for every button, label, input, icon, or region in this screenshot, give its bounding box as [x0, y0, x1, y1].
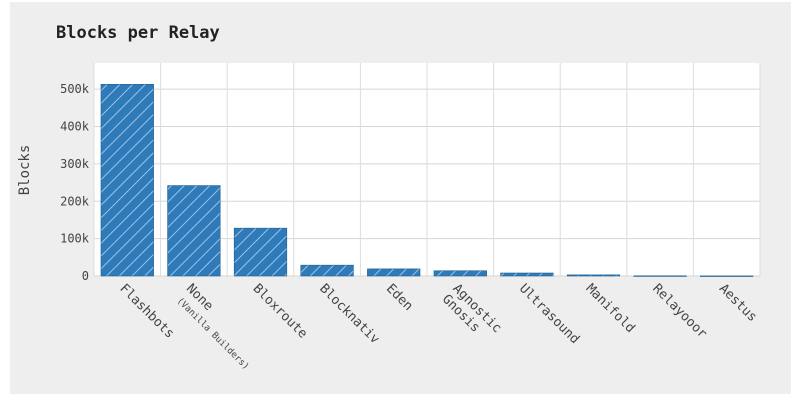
x-tick-label: Eden	[383, 281, 416, 314]
x-tick-label: Flashbots	[116, 281, 176, 341]
y-tick-label: 300k	[60, 157, 90, 171]
bar[interactable]	[633, 275, 687, 277]
bars	[100, 84, 754, 277]
bar[interactable]	[500, 272, 554, 277]
category-label: Eden	[383, 281, 416, 314]
bar[interactable]	[700, 275, 754, 277]
x-tick-label: None(Vanilla Builders)	[175, 281, 251, 372]
x-tick-label: Blocknativ	[316, 281, 382, 347]
y-tick-label: 400k	[60, 120, 90, 134]
chart-title: Blocks per Relay	[56, 23, 220, 43]
x-tick-labels: Flashbots None(Vanilla Builders) Bloxroute…	[116, 281, 759, 372]
bar[interactable]	[566, 274, 621, 277]
x-tick-label: Bloxroute	[250, 281, 311, 342]
bar[interactable]	[233, 227, 288, 277]
y-tick-label: 100k	[60, 232, 90, 246]
x-tick-label: Aestus	[716, 281, 760, 325]
x-tick-label: Manifold	[583, 281, 638, 336]
category-label: Relayooor	[649, 281, 710, 342]
category-label: Manifold	[583, 281, 638, 336]
category-sublabel: (Vanilla Builders)	[175, 296, 251, 372]
y-tick-label: 500k	[60, 82, 90, 96]
grid	[93, 63, 761, 277]
bar[interactable]	[300, 264, 354, 277]
category-label: Flashbots	[116, 281, 176, 341]
y-axis-title: Blocks	[17, 145, 33, 196]
bar[interactable]	[433, 270, 487, 277]
y-tick-label: 0	[82, 269, 89, 283]
y-tick-label: 200k	[60, 194, 90, 208]
category-label: Blocknativ	[316, 281, 382, 347]
bar[interactable]	[100, 84, 154, 277]
bar[interactable]	[167, 185, 221, 277]
category-label: Bloxroute	[250, 281, 311, 342]
category-label: Ultrasound	[516, 281, 582, 347]
bar[interactable]	[367, 268, 421, 277]
x-tick-label: Relayooor	[649, 281, 710, 342]
x-tick-label: Ultrasound	[516, 281, 582, 347]
category-label: Aestus	[716, 281, 760, 325]
y-tick-labels: 0 100k 200k 300k 400k 500k	[60, 82, 90, 283]
